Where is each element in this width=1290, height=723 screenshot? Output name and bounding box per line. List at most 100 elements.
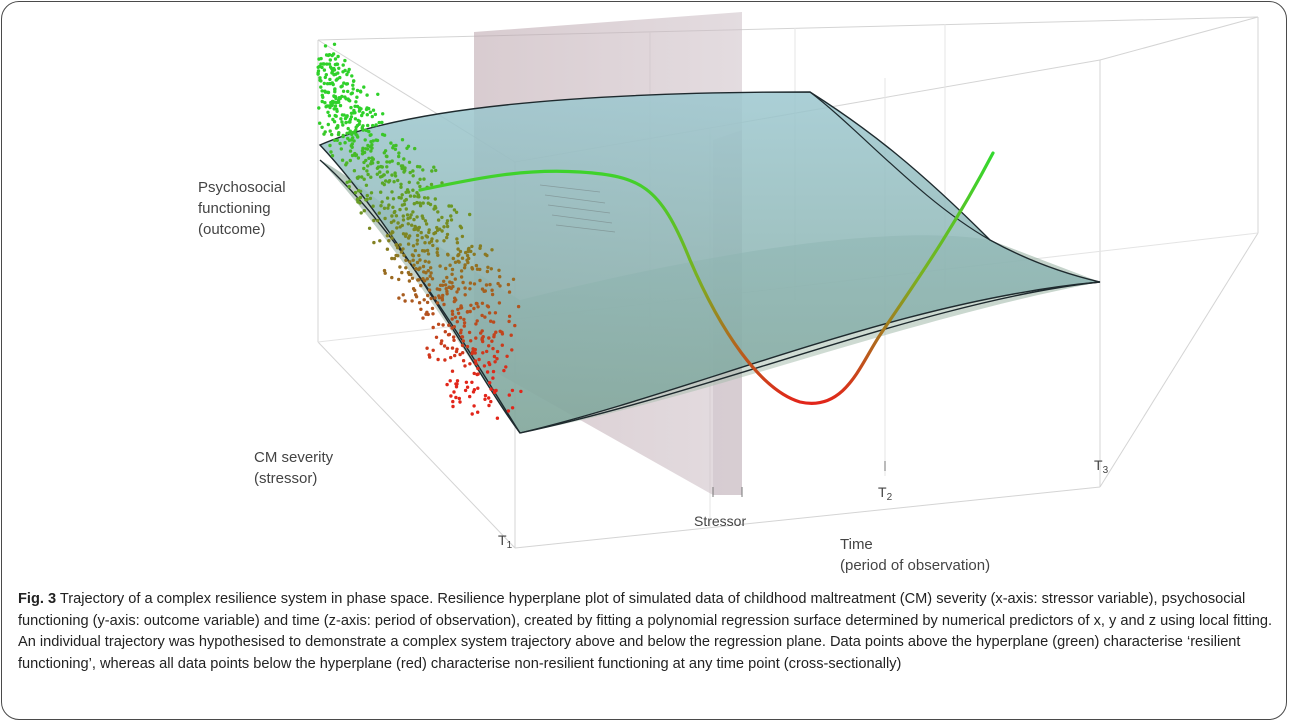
data-point xyxy=(445,346,450,350)
data-point xyxy=(490,339,494,343)
data-point xyxy=(459,275,464,279)
data-point xyxy=(478,267,482,272)
data-point xyxy=(421,264,426,269)
data-point xyxy=(318,76,322,80)
data-point xyxy=(445,232,450,237)
y-axis-label-line3: (outcome) xyxy=(198,221,266,238)
data-point xyxy=(438,264,442,268)
data-point xyxy=(421,201,425,205)
data-point xyxy=(415,215,419,219)
individual-trajectory xyxy=(418,151,995,405)
data-point xyxy=(406,222,410,226)
data-point xyxy=(397,154,401,159)
data-point xyxy=(447,323,451,327)
data-point xyxy=(420,236,424,240)
data-point xyxy=(369,191,374,195)
data-point xyxy=(461,359,466,363)
data-point xyxy=(465,344,470,349)
data-point xyxy=(393,147,398,151)
data-point xyxy=(463,388,468,393)
data-point xyxy=(436,357,440,362)
data-point xyxy=(328,143,332,148)
data-point xyxy=(436,210,440,214)
data-point xyxy=(337,131,341,135)
data-point xyxy=(400,138,405,142)
data-point xyxy=(483,252,487,256)
data-point xyxy=(474,361,478,366)
data-point xyxy=(451,404,455,409)
data-point xyxy=(455,237,459,241)
data-point xyxy=(317,106,321,110)
data-point xyxy=(350,153,355,158)
data-point xyxy=(401,164,405,168)
data-point xyxy=(425,300,430,305)
data-point xyxy=(391,197,396,201)
data-point xyxy=(449,204,454,208)
surface-right-edge xyxy=(809,91,991,241)
data-point xyxy=(483,397,487,401)
data-point xyxy=(413,248,418,253)
data-point xyxy=(507,314,512,318)
data-point xyxy=(421,316,425,320)
data-point xyxy=(362,166,366,171)
data-point xyxy=(452,325,456,329)
data-point xyxy=(459,306,464,310)
data-point xyxy=(423,259,427,263)
data-point xyxy=(319,85,323,89)
data-point xyxy=(510,348,514,352)
data-point xyxy=(341,63,345,67)
data-point xyxy=(399,250,404,254)
data-point xyxy=(469,303,473,307)
data-point xyxy=(375,138,380,143)
data-point xyxy=(463,293,467,297)
data-point xyxy=(481,335,485,339)
data-point xyxy=(339,117,343,121)
data-point xyxy=(382,268,387,273)
data-point xyxy=(447,204,451,208)
data-point xyxy=(509,333,513,337)
data-point xyxy=(329,102,333,106)
data-point xyxy=(338,75,342,80)
data-point xyxy=(436,322,441,326)
phase-space-plot: Psychosocial functioning (outcome) CM se… xyxy=(198,12,1259,574)
data-point xyxy=(487,336,491,340)
data-point xyxy=(430,277,435,281)
data-point xyxy=(412,217,416,222)
data-point xyxy=(353,190,358,195)
data-point xyxy=(467,330,472,335)
data-point xyxy=(387,180,391,184)
data-point xyxy=(364,158,368,163)
data-point xyxy=(399,196,403,200)
data-point xyxy=(427,260,431,264)
data-point xyxy=(479,331,483,335)
data-point xyxy=(454,210,459,214)
data-point xyxy=(409,272,413,277)
data-point xyxy=(322,68,327,72)
data-point xyxy=(351,79,356,84)
data-point xyxy=(416,228,420,232)
data-point xyxy=(444,266,448,271)
data-point xyxy=(470,267,475,271)
data-point xyxy=(360,127,364,131)
data-point xyxy=(510,388,515,393)
data-point xyxy=(367,129,371,134)
data-point xyxy=(449,286,453,291)
data-point xyxy=(500,332,505,336)
data-point xyxy=(505,354,509,358)
data-point xyxy=(476,386,480,390)
data-point xyxy=(473,351,477,355)
data-point xyxy=(447,332,452,337)
data-point xyxy=(346,89,350,94)
data-point xyxy=(395,226,399,230)
data-point xyxy=(454,395,458,400)
data-point xyxy=(334,78,338,82)
data-point xyxy=(347,185,351,189)
data-point xyxy=(401,214,405,218)
data-point xyxy=(418,201,422,205)
data-point xyxy=(328,58,332,62)
data-point xyxy=(412,202,416,206)
data-point xyxy=(461,351,465,355)
data-point xyxy=(474,322,478,326)
data-point xyxy=(333,90,337,94)
data-point xyxy=(429,271,433,275)
